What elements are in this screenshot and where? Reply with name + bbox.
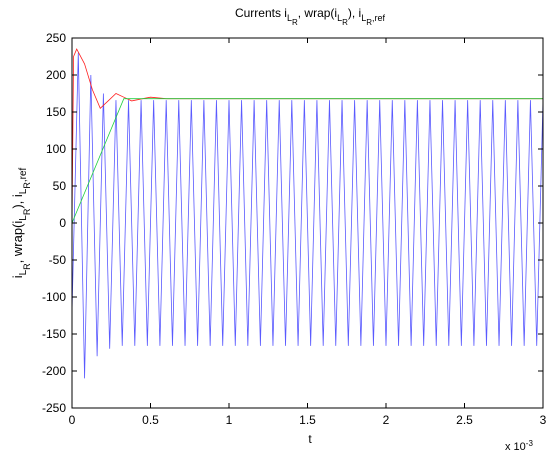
y-axis-title: iLR, wrap(iLR), iLR,ref bbox=[10, 167, 32, 278]
series-line bbox=[71, 52, 544, 379]
x-tick-label: 3 bbox=[540, 413, 547, 427]
text-segment: R bbox=[366, 18, 372, 27]
text-segment: x 10 bbox=[505, 441, 526, 453]
y-tick-label: 200 bbox=[46, 68, 66, 82]
text-segment: L bbox=[287, 13, 292, 23]
series-line bbox=[71, 98, 543, 224]
y-tick-label: 150 bbox=[46, 105, 66, 119]
y-tick-label: 100 bbox=[46, 142, 66, 156]
text-segment: ,ref bbox=[372, 13, 386, 23]
y-tick-label: 250 bbox=[46, 31, 66, 45]
text-segment: R bbox=[22, 208, 32, 215]
text-segment: , wrap(i bbox=[298, 6, 337, 20]
series-line bbox=[71, 48, 543, 224]
y-tick-label: -150 bbox=[42, 327, 66, 341]
y-tick-label: -250 bbox=[42, 401, 66, 415]
text-segment: R bbox=[342, 18, 348, 27]
x-tick-label: 2 bbox=[383, 413, 390, 427]
x-tick-label: 1 bbox=[226, 413, 233, 427]
text-segment: ,ref bbox=[18, 167, 29, 182]
y-tick-label: -100 bbox=[42, 290, 66, 304]
x-axis-multiplier: x 10-3 bbox=[505, 439, 533, 453]
text-segment: L bbox=[337, 13, 342, 23]
y-tick-label: 0 bbox=[59, 216, 66, 230]
text-segment: Currents i bbox=[235, 6, 287, 20]
x-axis-title: t bbox=[308, 432, 312, 446]
text-segment: R bbox=[22, 263, 32, 270]
text-segment: -3 bbox=[526, 439, 534, 448]
x-tick-label: 1.5 bbox=[299, 413, 316, 427]
x-tick-label: 0 bbox=[69, 413, 76, 427]
text-segment: i bbox=[10, 275, 25, 278]
text-segment: L bbox=[361, 13, 366, 23]
text-segment: , wrap(i bbox=[10, 221, 25, 264]
text-segment: L bbox=[18, 215, 29, 221]
y-tick-label: -200 bbox=[42, 364, 66, 378]
text-segment: R bbox=[292, 18, 298, 27]
text-segment: ), i bbox=[10, 194, 25, 209]
text-segment: L bbox=[18, 269, 29, 275]
text-segment: R bbox=[22, 182, 32, 189]
text-segment: L bbox=[18, 188, 29, 194]
plot bbox=[71, 48, 544, 379]
x-tick-label: 2.5 bbox=[456, 413, 473, 427]
y-tick-label: -50 bbox=[49, 253, 67, 267]
text-segment: ), i bbox=[348, 6, 361, 20]
y-tick-label: 50 bbox=[53, 179, 67, 193]
x-tick-label: 0.5 bbox=[142, 413, 159, 427]
chart-title: Currents iLR, wrap(iLR), iLR,ref bbox=[235, 6, 386, 27]
